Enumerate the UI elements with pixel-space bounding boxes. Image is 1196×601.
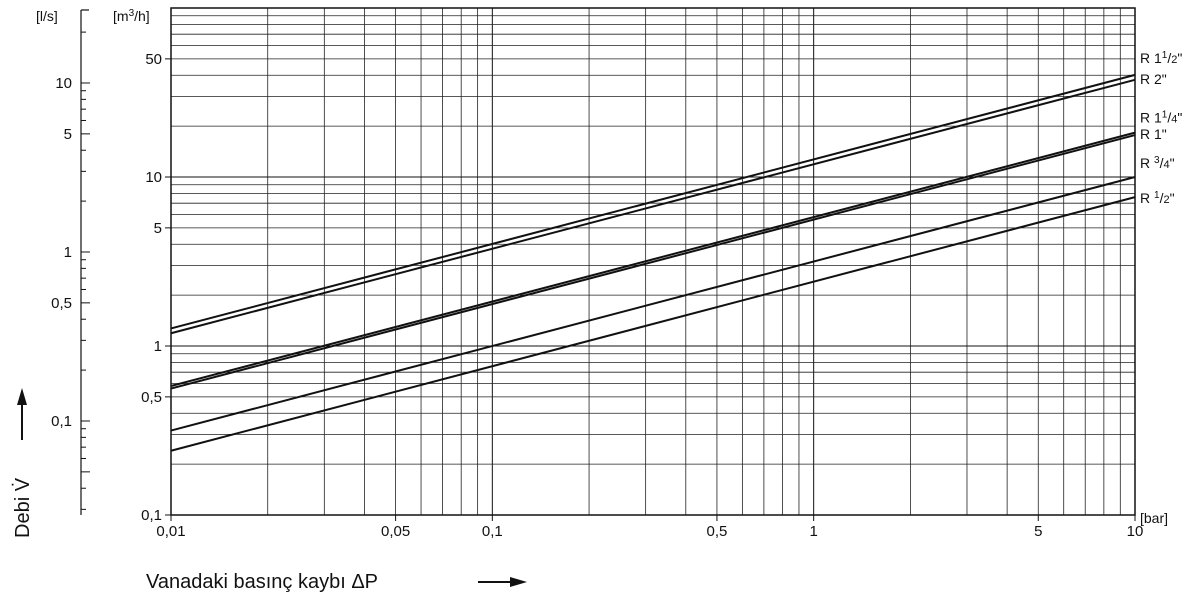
series-label: R 2" <box>1140 71 1167 87</box>
y-unit-label: [m3/h] <box>113 8 150 24</box>
series-line <box>170 134 1136 390</box>
series-line <box>170 196 1136 452</box>
x-tick-label: 10 <box>1127 523 1144 540</box>
labels: [l/s] [m3/h] [bar] Vanadaki basınç kaybı… <box>12 8 1182 593</box>
y2-tick-label: 1 <box>64 244 72 261</box>
plot-frame <box>170 7 1136 516</box>
x-tick-label: 5 <box>1034 523 1042 540</box>
y-tick-label: 5 <box>154 220 162 237</box>
axes: 0,01 0,05 0,1 0,5 1 5 10 0,1 0,5 1 5 10 50 0,1 0,5 1 5 10 <box>51 7 1144 540</box>
series-label: R 11/4" <box>1140 110 1182 126</box>
y2-tick-label: 5 <box>64 126 72 143</box>
x-tick-label: 0,05 <box>381 523 410 540</box>
y2-tick-label: 0,1 <box>51 413 72 430</box>
y-tick-label: 10 <box>145 169 162 186</box>
series-line <box>170 176 1136 432</box>
x-tick-label: 1 <box>809 523 817 540</box>
y2-tick-label: 10 <box>55 75 72 92</box>
series-line <box>170 78 1136 335</box>
series-label: R 1" <box>1140 126 1167 142</box>
y-axis-arrow <box>17 388 27 440</box>
y-tick-label: 50 <box>145 51 162 68</box>
y2-unit-label: [l/s] <box>36 8 58 24</box>
y-axis-title: Debi V̇ <box>12 477 34 538</box>
x-tick-label: 0,1 <box>482 523 503 540</box>
series-lines <box>170 73 1136 452</box>
series-label: R 11/2" <box>1140 50 1182 66</box>
x-axis-title: Vanadaki basınç kaybı ΔP <box>146 571 378 593</box>
series-line <box>170 131 1136 387</box>
x-axis-arrow <box>478 577 527 587</box>
x-tick-label: 0,01 <box>156 523 185 540</box>
y-tick-label: 0,5 <box>141 389 162 406</box>
series-label: R 3/4" <box>1140 155 1175 171</box>
x-tick-label: 0,5 <box>707 523 728 540</box>
y2-tick-label: 0,5 <box>51 295 72 312</box>
y-tick-label: 0,1 <box>141 507 162 524</box>
x-unit-label: [bar] <box>1140 510 1168 526</box>
y-tick-label: 1 <box>154 338 162 355</box>
series-label: R 1/2" <box>1140 190 1175 206</box>
series-line <box>170 73 1136 330</box>
